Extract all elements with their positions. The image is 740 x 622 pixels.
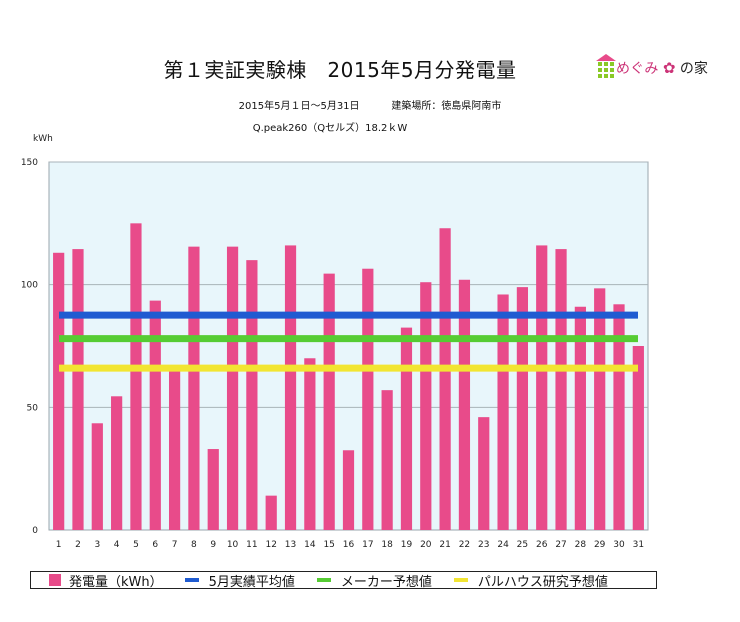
x-tick-label: 21: [439, 540, 450, 550]
legend-item: 5月実績平均値: [184, 571, 295, 590]
x-tick-label: 4: [114, 540, 120, 550]
bar: [400, 327, 413, 530]
legend: 発電量（kWh） 5月実績平均値 メーカー予想値 パルハウス研究予想値: [30, 571, 657, 590]
legend-swatch: [184, 578, 199, 582]
bar: [188, 246, 200, 530]
bar: [613, 304, 625, 530]
bar: [168, 370, 181, 530]
x-tick-label: 14: [304, 540, 316, 550]
bar: [478, 417, 490, 530]
x-tick-label: 10: [227, 540, 239, 550]
x-tick-label: 26: [536, 540, 548, 550]
x-tick-label: 18: [381, 540, 393, 550]
bar: [149, 300, 161, 530]
bar: [381, 390, 393, 530]
bar: [342, 450, 355, 530]
bar: [497, 294, 509, 530]
x-tick-label: 28: [575, 540, 587, 550]
bar: [362, 268, 374, 530]
logo-icon: [596, 54, 616, 78]
bar: [72, 249, 84, 531]
x-tick-label: 30: [613, 540, 625, 550]
chart-title: 第１実証実験棟 2015年5月分発電量: [163, 58, 517, 82]
bar: [574, 306, 586, 530]
x-tick-label: 7: [172, 540, 178, 550]
legend-item: 発電量（kWh）: [49, 571, 163, 590]
x-tick-label: 8: [191, 540, 197, 550]
bar: [226, 246, 239, 530]
x-tick-label: 22: [459, 540, 470, 550]
bar: [265, 495, 277, 530]
flower-icon: ✿: [662, 59, 676, 77]
bar: [536, 245, 548, 530]
x-tick-label: 5: [133, 540, 139, 550]
x-tick-label: 6: [152, 540, 158, 550]
bar: [516, 287, 529, 530]
y-axis-unit: kWh: [33, 134, 53, 144]
x-tick-label: 13: [285, 540, 296, 550]
y-tick-label: 150: [21, 158, 38, 168]
logo-text-post: の家: [679, 61, 708, 77]
x-tick-label: 1: [56, 540, 62, 550]
bar: [53, 252, 65, 531]
bar: [284, 245, 297, 530]
x-tick-label: 12: [265, 540, 276, 550]
y-tick-label: 100: [21, 281, 38, 291]
x-tick-label: 24: [497, 540, 509, 550]
x-tick-label: 17: [362, 540, 373, 550]
system-text: Q.peak260（Qセルズ）18.2ｋW: [252, 123, 408, 134]
bar: [323, 273, 335, 530]
x-tick-label: 20: [420, 540, 432, 550]
period-text: 2015年5月１日〜5月31日: [238, 101, 360, 112]
bar: [91, 423, 103, 530]
legend-swatch: [49, 574, 61, 586]
x-tick-label: 25: [517, 540, 528, 550]
x-tick-label: 29: [594, 540, 606, 550]
x-tick-label: 31: [633, 540, 644, 550]
y-tick-label: 50: [27, 403, 39, 413]
location-text: 建築場所：徳島県阿南市: [391, 101, 502, 112]
y-tick-label: 0: [32, 526, 38, 536]
bar: [111, 396, 123, 530]
x-tick-label: 15: [323, 540, 334, 550]
x-tick-label: 16: [343, 540, 355, 550]
bar: [246, 260, 258, 530]
legend-label: メーカー予想値: [340, 574, 432, 590]
legend-swatch: [453, 578, 468, 582]
bar: [130, 223, 142, 531]
legend-item: メーカー予想値: [316, 571, 432, 590]
x-tick-label: 11: [246, 540, 257, 550]
bar: [458, 279, 471, 530]
x-tick-label: 27: [555, 540, 566, 550]
x-tick-label: 9: [210, 540, 216, 550]
x-tick-label: 2: [75, 540, 81, 550]
bar: [304, 358, 316, 530]
legend-swatch: [316, 578, 331, 582]
bar: [207, 449, 219, 530]
bar: [420, 282, 432, 530]
bar: [439, 228, 451, 531]
logo-text-pre: めぐみ: [616, 61, 659, 77]
period-and-location: 2015年5月１日〜5月31日 建築場所：徳島県阿南市: [0, 97, 740, 112]
x-tick-label: 3: [94, 540, 100, 550]
legend-item: パルハウス研究予想値: [453, 571, 608, 590]
logo-text: めぐみ ✿ の家: [616, 58, 708, 78]
bar: [632, 346, 644, 530]
bar: [594, 288, 606, 530]
legend-label: 5月実績平均値: [208, 574, 295, 590]
bar: [555, 249, 567, 531]
x-tick-label: 19: [401, 540, 413, 550]
legend-label: 発電量（kWh）: [69, 574, 163, 590]
x-tick-label: 23: [478, 540, 489, 550]
legend-label: パルハウス研究予想値: [477, 574, 608, 590]
